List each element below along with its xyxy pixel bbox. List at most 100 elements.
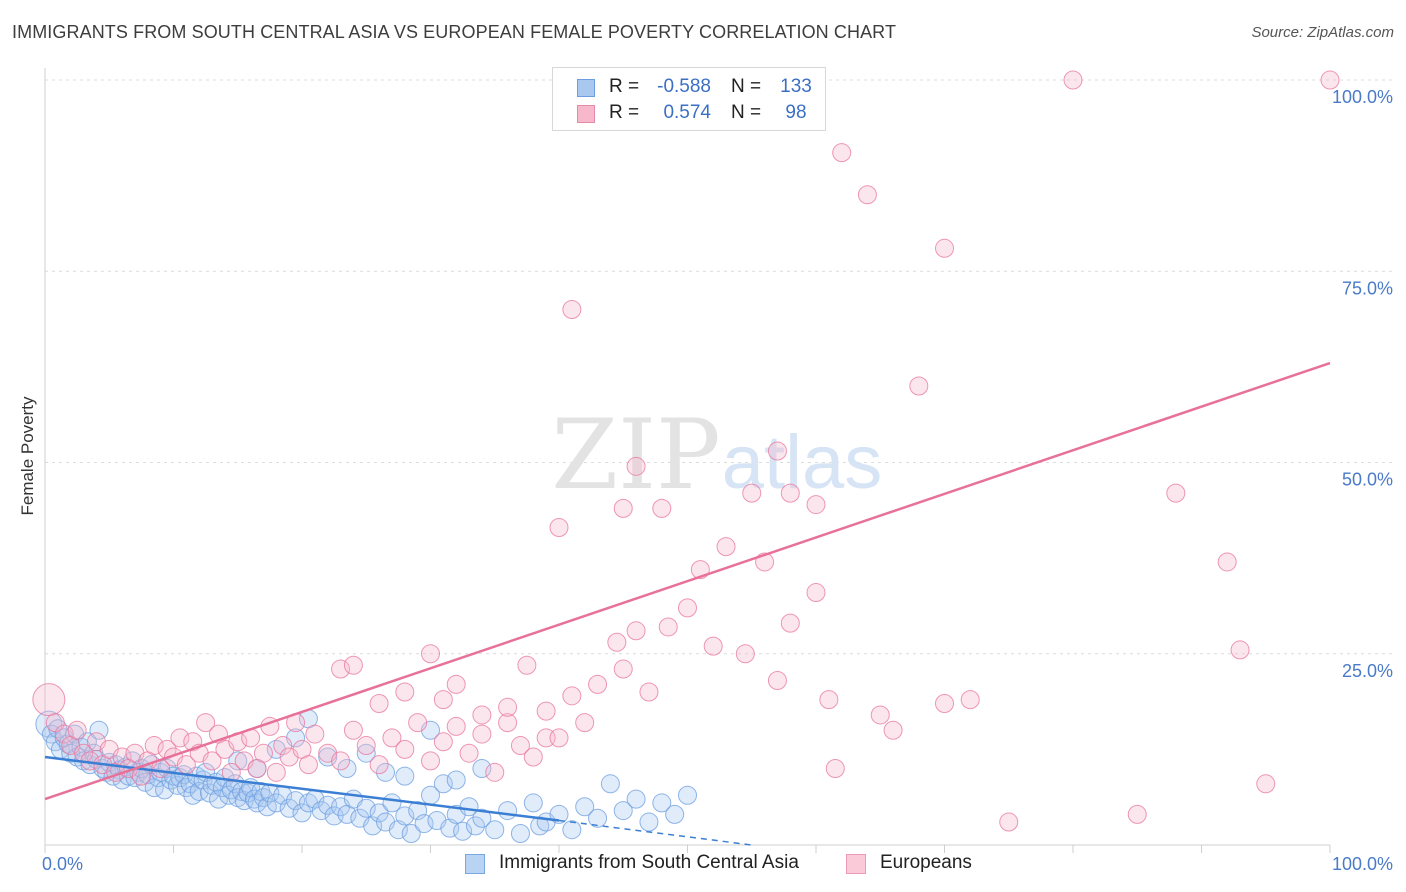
- data-point: [331, 659, 351, 679]
- data-point: [999, 812, 1019, 832]
- legend-n-value: 133: [780, 76, 812, 97]
- data-point: [298, 755, 318, 775]
- data-point: [459, 743, 479, 763]
- data-point: [549, 728, 569, 748]
- data-point: [780, 483, 800, 503]
- data-point: [369, 693, 389, 713]
- data-point: [1217, 552, 1237, 572]
- data-point: [408, 713, 428, 733]
- data-point: [414, 814, 434, 834]
- data-point: [135, 772, 155, 792]
- bottom-legend-label-immigrants: Immigrants from South Central Asia: [499, 852, 799, 873]
- data-point: [857, 185, 877, 205]
- data-point: [337, 759, 357, 778]
- data-point: [433, 732, 453, 752]
- data-point: [67, 720, 87, 740]
- chart-title: IMMIGRANTS FROM SOUTH CENTRAL ASIA VS EU…: [12, 22, 897, 42]
- legend-r-value: 0.574: [663, 102, 711, 123]
- data-point: [343, 720, 363, 740]
- data-point: [825, 759, 845, 778]
- data-point: [144, 736, 164, 756]
- watermark: ZIP atlas: [551, 399, 882, 511]
- data-point: [678, 785, 697, 805]
- watermark-zip: ZIP: [551, 399, 720, 511]
- data-point: [395, 766, 415, 786]
- data-point: [665, 804, 685, 824]
- data-point: [446, 716, 466, 736]
- data-point: [658, 617, 678, 637]
- data-point: [221, 762, 241, 782]
- data-point: [395, 739, 415, 759]
- bottom-legend-swatch-immigrants: [465, 854, 485, 874]
- data-point: [562, 820, 582, 840]
- data-point: [639, 812, 659, 832]
- data-point: [562, 686, 582, 706]
- data-point: [395, 806, 415, 826]
- data-point: [767, 671, 787, 691]
- data-point: [266, 793, 286, 813]
- data-point: [819, 690, 839, 710]
- trend-line-europeans: [44, 361, 1331, 801]
- data-point: [89, 720, 109, 740]
- source-label: Source: ZipAtlas.com: [1251, 24, 1394, 41]
- data-point: [613, 498, 633, 518]
- tick-labels: 25.0% 50.0% 75.0% 100.0% 0.0% 100.0%: [42, 87, 1393, 874]
- data-point: [54, 724, 74, 744]
- data-point: [549, 518, 569, 538]
- data-point: [498, 801, 518, 821]
- data-point: [32, 683, 66, 717]
- data-point: [600, 774, 620, 794]
- x-tick-label: 100.0%: [1332, 854, 1393, 874]
- data-point: [575, 713, 595, 733]
- data-point: [395, 682, 415, 702]
- data-point: [510, 736, 530, 756]
- watermark-atlas: atlas: [722, 420, 883, 505]
- data-point: [588, 808, 608, 828]
- data-point: [562, 300, 582, 319]
- data-point: [1256, 774, 1276, 794]
- data-point: [472, 759, 492, 778]
- data-point: [1166, 483, 1186, 503]
- data-point: [485, 762, 505, 782]
- data-point: [421, 751, 440, 771]
- x-tick-label: 0.0%: [42, 854, 83, 874]
- data-point: [703, 636, 723, 656]
- data-point: [196, 713, 216, 733]
- data-point: [523, 793, 543, 813]
- data-point: [155, 780, 175, 800]
- data-point: [832, 143, 852, 163]
- data-point: [485, 820, 505, 840]
- data-point: [652, 498, 672, 518]
- data-point: [607, 632, 627, 652]
- data-point: [356, 798, 376, 818]
- data-point: [279, 798, 299, 818]
- data-point: [433, 774, 453, 794]
- legend-n-label: N =: [731, 102, 762, 123]
- data-point: [626, 789, 646, 809]
- data-point: [536, 701, 556, 721]
- data-point: [356, 743, 376, 763]
- data-point: [465, 816, 485, 836]
- legend-r-value: -0.588: [657, 76, 711, 97]
- data-point: [356, 736, 376, 756]
- data-point: [1127, 804, 1147, 824]
- data-point: [253, 743, 273, 763]
- data-point: [311, 801, 331, 821]
- data-point: [498, 697, 518, 717]
- y-tick-label: 50.0%: [1342, 470, 1393, 490]
- data-point: [517, 655, 537, 675]
- trend-line-immigrants: [44, 755, 560, 822]
- data-point: [369, 755, 389, 775]
- legend-n-value: 98: [785, 102, 807, 123]
- data-point: [401, 824, 421, 844]
- data-point: [767, 441, 787, 461]
- data-point: [735, 644, 755, 664]
- data-point: [228, 751, 248, 771]
- data-point: [639, 682, 659, 702]
- data-point: [806, 583, 826, 603]
- data-point: [678, 598, 697, 618]
- data-point: [780, 613, 800, 633]
- bottom-legend-label-europeans: Europeans: [880, 852, 972, 873]
- data-point: [343, 655, 363, 675]
